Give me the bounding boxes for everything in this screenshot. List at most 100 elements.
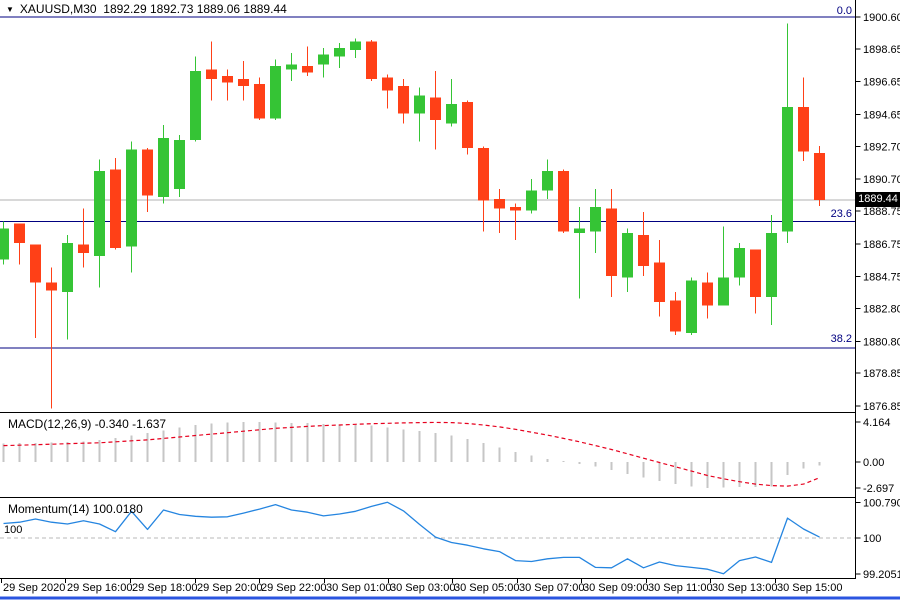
svg-text:30 Sep 15:00: 30 Sep 15:00 xyxy=(777,582,842,594)
svg-text:0.00: 0.00 xyxy=(863,457,884,469)
candle[interactable] xyxy=(254,77,265,121)
candle[interactable] xyxy=(638,211,649,276)
candle[interactable] xyxy=(814,145,825,207)
candle[interactable] xyxy=(366,39,377,81)
candle[interactable] xyxy=(302,46,313,76)
candle[interactable] xyxy=(238,61,249,101)
candle[interactable] xyxy=(334,43,345,68)
candlestick-series[interactable] xyxy=(0,23,825,409)
svg-text:30 Sep 07:00: 30 Sep 07:00 xyxy=(519,582,584,594)
window-bottom-border xyxy=(0,596,900,600)
svg-text:30 Sep 11:00: 30 Sep 11:00 xyxy=(648,582,713,594)
candle[interactable] xyxy=(382,74,393,109)
indicator-axes[interactable]: 4.164 0.00 -2.697 100.7908 100 99.2051 xyxy=(855,417,900,581)
svg-text:-2.697: -2.697 xyxy=(863,483,894,495)
candle[interactable] xyxy=(78,208,89,268)
svg-text:30 Sep 13:00: 30 Sep 13:00 xyxy=(712,582,777,594)
candle[interactable] xyxy=(462,100,473,155)
time-axis[interactable]: 29 Sep 2020 29 Sep 16:00 29 Sep 18:00 29 Se… xyxy=(1,578,843,595)
svg-text:1892.70: 1892.70 xyxy=(863,141,900,153)
svg-text:30 Sep 01:00: 30 Sep 01:00 xyxy=(326,582,391,594)
symbol-period-label: XAUUSD,M30 xyxy=(19,2,97,16)
candle[interactable] xyxy=(718,226,729,306)
candle[interactable] xyxy=(654,239,665,317)
current-price-tag: 1889.44 xyxy=(856,192,900,207)
price-axis[interactable]: 1900.60 1898.65 1896.65 1894.65 1892.70 1890.… xyxy=(855,12,900,413)
candle[interactable] xyxy=(670,292,681,335)
candle[interactable] xyxy=(798,77,809,162)
macd-indicator-values: -0.340 -1.637 xyxy=(94,417,167,431)
candle[interactable] xyxy=(126,141,137,273)
candle[interactable] xyxy=(206,41,217,101)
momentum-pane[interactable] xyxy=(0,501,856,575)
candle[interactable] xyxy=(222,69,233,101)
chart-title: ▼ XAUUSD,M30 1892.29 1892.73 1889.06 1889… xyxy=(6,2,287,16)
momentum-indicator-value: 100.0180 xyxy=(92,502,143,516)
candle[interactable] xyxy=(446,79,457,127)
svg-text:1878.85: 1878.85 xyxy=(863,368,900,380)
svg-text:29 Sep 22:00: 29 Sep 22:00 xyxy=(261,582,326,594)
candle[interactable] xyxy=(414,87,425,142)
candle[interactable] xyxy=(14,223,25,265)
candle[interactable] xyxy=(46,267,57,409)
fib-label-38-2: 38.2 xyxy=(830,333,852,345)
candle[interactable] xyxy=(318,48,329,78)
candle[interactable] xyxy=(558,169,569,234)
momentum-pane-label: Momentum(14) 100.0180 xyxy=(8,502,143,516)
fib-label-23-6: 23.6 xyxy=(830,208,852,220)
candle[interactable] xyxy=(0,221,9,265)
candle[interactable] xyxy=(398,79,409,124)
candle[interactable] xyxy=(94,159,105,288)
candle[interactable] xyxy=(270,59,281,121)
candle[interactable] xyxy=(526,179,537,214)
candle[interactable] xyxy=(606,188,617,298)
candle[interactable] xyxy=(350,38,361,58)
candle[interactable] xyxy=(286,53,297,81)
svg-text:1890.70: 1890.70 xyxy=(863,174,900,186)
svg-text:29 Sep 20:00: 29 Sep 20:00 xyxy=(197,582,262,594)
candle[interactable] xyxy=(590,188,601,253)
price-pane[interactable] xyxy=(0,16,856,409)
svg-text:1894.65: 1894.65 xyxy=(863,109,900,121)
svg-text:4.164: 4.164 xyxy=(863,417,891,429)
candle[interactable] xyxy=(750,249,761,314)
candle[interactable] xyxy=(158,125,169,204)
candle[interactable] xyxy=(542,159,553,199)
svg-text:29 Sep 18:00: 29 Sep 18:00 xyxy=(132,582,197,594)
title-ohlc-values: 1892.29 1892.73 1889.06 1889.44 xyxy=(103,2,287,16)
svg-text:100: 100 xyxy=(863,533,881,545)
candle[interactable] xyxy=(478,146,489,232)
candle[interactable] xyxy=(622,228,633,293)
svg-text:1900.60: 1900.60 xyxy=(863,12,900,24)
svg-text:100.7908: 100.7908 xyxy=(863,497,900,509)
candle[interactable] xyxy=(574,206,585,299)
svg-text:30 Sep 05:00: 30 Sep 05:00 xyxy=(454,582,519,594)
candle[interactable] xyxy=(142,148,153,212)
svg-text:1888.75: 1888.75 xyxy=(863,206,900,218)
svg-text:1886.75: 1886.75 xyxy=(863,239,900,251)
svg-text:1898.65: 1898.65 xyxy=(863,44,900,56)
candle[interactable] xyxy=(190,56,201,142)
candle[interactable] xyxy=(702,272,713,319)
macd-indicator-name: MACD(12,26,9) xyxy=(8,417,92,431)
svg-text:29 Sep 2020: 29 Sep 2020 xyxy=(3,582,65,594)
candle[interactable] xyxy=(174,134,185,198)
macd-histogram xyxy=(2,421,821,488)
svg-text:1882.80: 1882.80 xyxy=(863,304,900,316)
candle[interactable] xyxy=(686,277,697,335)
candle[interactable] xyxy=(782,23,793,244)
symbol-menu-icon[interactable]: ▼ xyxy=(6,5,14,14)
candle[interactable] xyxy=(734,243,745,286)
candle[interactable] xyxy=(30,244,41,339)
svg-text:99.2051: 99.2051 xyxy=(863,569,900,581)
candle[interactable] xyxy=(766,215,777,325)
candle[interactable] xyxy=(510,203,521,240)
candle[interactable] xyxy=(494,188,505,234)
macd-pane[interactable] xyxy=(2,421,821,488)
svg-text:29 Sep 16:00: 29 Sep 16:00 xyxy=(67,582,132,594)
candle[interactable] xyxy=(430,71,441,150)
candle[interactable] xyxy=(110,157,121,250)
candle[interactable] xyxy=(62,234,73,340)
